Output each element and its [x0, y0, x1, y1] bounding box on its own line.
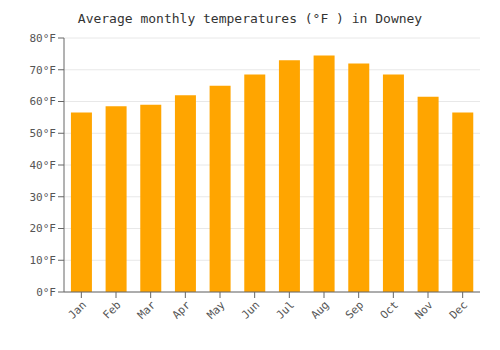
svg-text:20°F: 20°F	[30, 222, 57, 235]
svg-text:Nov: Nov	[412, 298, 436, 322]
svg-text:Aug: Aug	[308, 298, 331, 321]
svg-text:30°F: 30°F	[30, 191, 57, 204]
svg-text:50°F: 50°F	[30, 127, 57, 140]
svg-text:May: May	[204, 298, 228, 322]
svg-text:Jun: Jun	[239, 298, 262, 321]
svg-text:Dec: Dec	[447, 298, 470, 321]
svg-text:0°F: 0°F	[36, 286, 56, 299]
svg-text:Jul: Jul	[274, 298, 297, 321]
svg-text:Feb: Feb	[100, 298, 123, 321]
svg-text:Oct: Oct	[378, 298, 401, 321]
svg-text:Sep: Sep	[343, 298, 366, 321]
svg-text:80°F: 80°F	[30, 32, 57, 45]
svg-text:60°F: 60°F	[30, 95, 57, 108]
svg-text:10°F: 10°F	[30, 254, 57, 267]
html-text:Average monthly temperatures (: Average monthly temperatures (°F ) in Do…	[77, 11, 423, 26]
svg-text:40°F: 40°F	[30, 159, 57, 172]
svg-text:Jan: Jan	[66, 298, 89, 321]
svg-text:70°F: 70°F	[30, 64, 57, 77]
svg-text:Mar: Mar	[135, 298, 159, 322]
svg-text:Apr: Apr	[170, 298, 194, 322]
